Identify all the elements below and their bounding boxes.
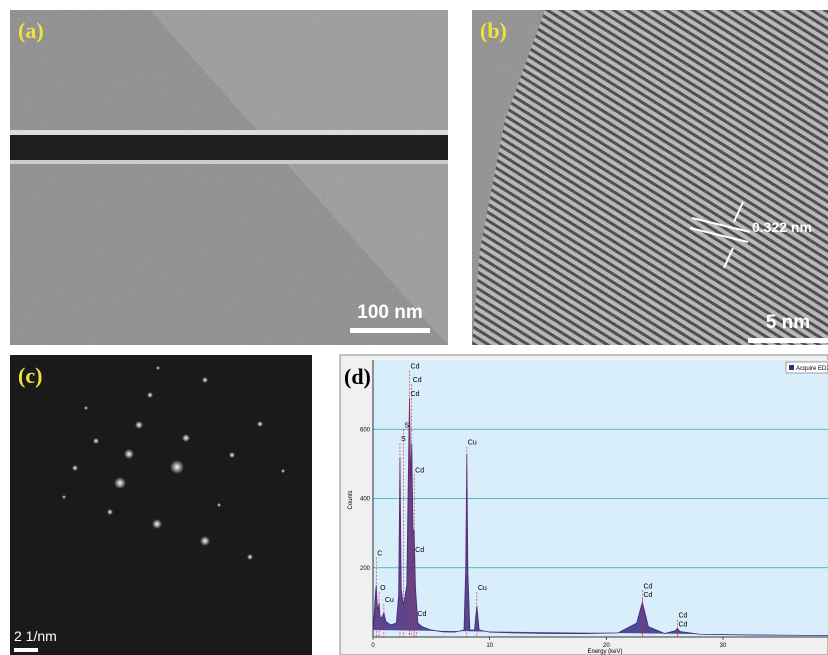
peak-label: Cd: [644, 583, 653, 590]
y-tick-label: 600: [360, 427, 371, 433]
lattice-spacing: 0.322 nm: [752, 219, 812, 235]
panel-label: (d): [344, 364, 371, 389]
scale-bar: [14, 648, 38, 652]
nanobelt-edge: [10, 160, 448, 164]
peak-label: Cu: [478, 585, 487, 592]
nanobelt: [10, 135, 448, 161]
scale-label: 5 nm: [766, 312, 810, 333]
peak-label: Cd: [415, 547, 424, 554]
x-tick-label: 10: [486, 643, 493, 649]
peak-label: Cu: [385, 597, 394, 604]
panel-label: (b): [480, 18, 507, 43]
scale-bar: [350, 328, 430, 333]
peak-label: Cu: [468, 440, 477, 447]
y-tick-label: 200: [360, 566, 371, 572]
peak-label: Cd: [679, 613, 688, 620]
peak-label: C: [377, 550, 382, 557]
peak-label: Cd: [644, 592, 653, 599]
figure: (a) 100 nm (b) 0.322 nm 5 nm (c) 2 1/nm: [0, 0, 828, 655]
scale-bar: [748, 338, 828, 343]
page: (a) 100 nm (b) 0.322 nm 5 nm (c) 2 1/nm: [0, 0, 828, 655]
peak-label: Cd: [411, 363, 420, 370]
panel-label: (c): [18, 363, 42, 388]
legend-label: Acquire EDX: [796, 366, 828, 372]
peak-label: Cd: [415, 467, 424, 474]
peak-label: Cd: [413, 377, 422, 384]
peak-label: Cd: [411, 391, 420, 398]
panel-b: (b) 0.322 nm 5 nm: [472, 10, 828, 345]
scale-label: 100 nm: [357, 302, 422, 323]
scale-label: 2 1/nm: [14, 628, 57, 644]
noise: [10, 10, 448, 345]
x-tick-label: 30: [720, 643, 727, 649]
panel-a: (a) 100 nm: [10, 10, 448, 345]
panel-c: (c) 2 1/nm: [10, 355, 312, 655]
y-tick-label: 400: [360, 497, 371, 503]
peak-label: Cd: [679, 621, 688, 628]
y-axis-label: Counts: [348, 490, 354, 509]
saed-image: [10, 355, 312, 655]
x-tick-label: 20: [603, 643, 610, 649]
panel-label: (a): [18, 18, 44, 43]
legend-swatch: [789, 365, 794, 370]
peak-label: Cd: [417, 611, 426, 618]
x-axis-label: Energy (keV): [587, 649, 622, 655]
noise: [472, 10, 828, 345]
peak-label: O: [380, 585, 386, 592]
peak-label: S: [404, 422, 409, 429]
